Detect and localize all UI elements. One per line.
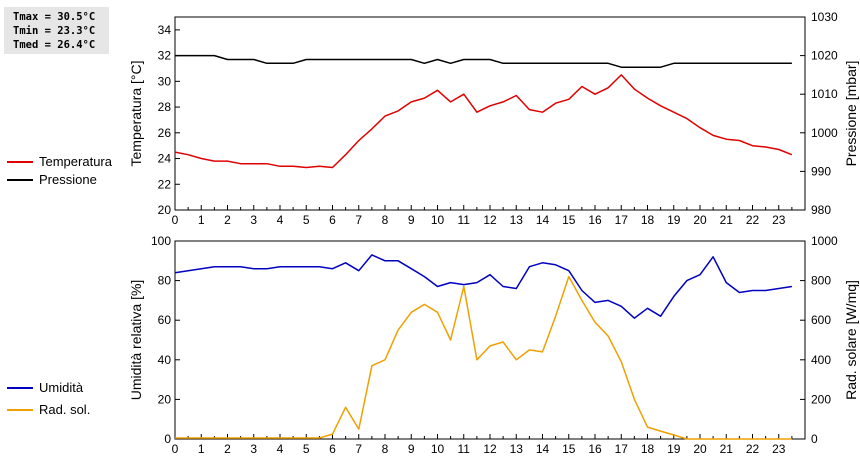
x-tick-label: 23 [772,213,786,227]
y-left-tick-label: 34 [158,23,172,37]
plot-frame [174,240,806,440]
y-left-axis-title: Umidità relativa [%] [128,280,144,401]
x-tick-label: 12 [483,213,497,227]
x-tick-label: 14 [536,213,550,227]
legend-swatch [7,161,33,163]
x-tick-label: 2 [224,442,231,456]
legend-label: Pressione [39,172,97,187]
legend-swatch [7,179,33,181]
y-right-tick-label: 1000 [811,234,838,248]
legend-label: Temperatura [39,154,112,169]
y-right-tick-label: 800 [811,274,831,288]
y-right-tick-label: 1030 [811,10,838,24]
x-tick-label: 7 [355,213,362,227]
tmin-label: Tmin = 23.3°C [13,25,96,37]
x-tick-label: 16 [588,442,602,456]
x-tick-label: 10 [431,442,445,456]
y-right-tick-label: 990 [811,164,831,178]
x-tick-label: 5 [303,442,310,456]
y-left-tick-label: 0 [164,432,171,446]
x-tick-label: 0 [172,442,179,456]
x-tick-label: 3 [250,213,257,227]
x-tick-label: 8 [382,213,389,227]
x-tick-label: 11 [458,213,471,227]
y-right-axis-title: Pressione [mbar] [843,61,859,167]
x-tick-label: 23 [772,442,786,456]
x-tick-label: 1 [198,442,205,456]
y-right-tick-label: 0 [811,432,818,446]
y-right-tick-label: 1020 [811,49,838,63]
x-tick-label: 1 [198,213,205,227]
x-tick-label: 6 [329,442,336,456]
x-tick-label: 11 [458,442,471,456]
y-right-tick-label: 400 [811,353,831,367]
x-tick-label: 20 [693,442,707,456]
y-left-tick-label: 60 [158,313,172,327]
y-left-tick-label: 32 [158,49,172,63]
tmax-label: Tmax = 30.5°C [13,11,96,23]
y-left-tick-label: 80 [158,274,172,288]
legend-swatch [7,387,33,389]
x-tick-label: 7 [355,442,362,456]
legend-label: Rad. sol. [39,402,91,417]
x-tick-label: 16 [588,213,602,227]
y-left-axis-title: Temperatura [°C] [128,61,144,167]
x-tick-label: 17 [615,213,629,227]
x-tick-label: 18 [641,213,655,227]
x-tick-label: 9 [408,213,415,227]
y-left-tick-label: 26 [158,126,172,140]
x-tick-label: 8 [382,442,389,456]
x-tick-label: 3 [250,442,257,456]
x-tick-label: 9 [408,442,415,456]
x-tick-label: 15 [562,442,576,456]
x-tick-label: 20 [693,213,707,227]
y-left-tick-label: 22 [158,177,172,191]
x-tick-label: 12 [483,442,497,456]
y-left-tick-label: 20 [158,203,172,217]
x-tick-label: 19 [667,213,681,227]
x-tick-label: 21 [720,442,734,456]
y-left-tick-label: 100 [151,234,171,248]
tmed-label: Tmed = 26.4°C [13,39,96,51]
y-left-tick-label: 20 [158,392,172,406]
series-line-rad-sol- [175,275,792,440]
x-tick-label: 0 [172,213,179,227]
y-left-tick-label: 24 [158,152,172,166]
y-left-tick-label: 28 [158,100,172,114]
x-tick-label: 4 [277,213,284,227]
x-tick-label: 13 [510,442,524,456]
x-tick-label: 18 [641,442,655,456]
x-tick-label: 13 [510,213,524,227]
legend-label: Umidità [39,380,84,395]
series-line-pressione [175,54,792,68]
y-left-tick-label: 30 [158,74,172,88]
legend-swatch [7,409,33,411]
x-tick-label: 2 [224,213,231,227]
y-right-tick-label: 1000 [811,126,838,140]
y-right-tick-label: 1010 [811,87,838,101]
x-tick-label: 17 [615,442,629,456]
plot-frame [174,16,806,211]
series-line-umidit- [174,254,793,319]
stats-box: Tmax = 30.5°C Tmin = 23.3°C Tmed = 26.4°… [4,7,109,54]
y-left-tick-label: 40 [158,353,172,367]
x-tick-label: 15 [562,213,576,227]
y-right-axis-title: Rad. solare [W/mq] [843,280,859,400]
x-tick-label: 21 [720,213,734,227]
x-tick-label: 19 [667,442,681,456]
y-right-tick-label: 200 [811,392,831,406]
x-tick-label: 10 [431,213,445,227]
x-tick-label: 22 [746,442,760,456]
series-line-temperatura [174,74,793,169]
y-right-tick-label: 980 [811,203,831,217]
x-tick-label: 5 [303,213,310,227]
x-tick-label: 14 [536,442,550,456]
x-tick-label: 22 [746,213,760,227]
x-tick-label: 6 [329,213,336,227]
x-tick-label: 4 [277,442,284,456]
y-right-tick-label: 600 [811,313,831,327]
